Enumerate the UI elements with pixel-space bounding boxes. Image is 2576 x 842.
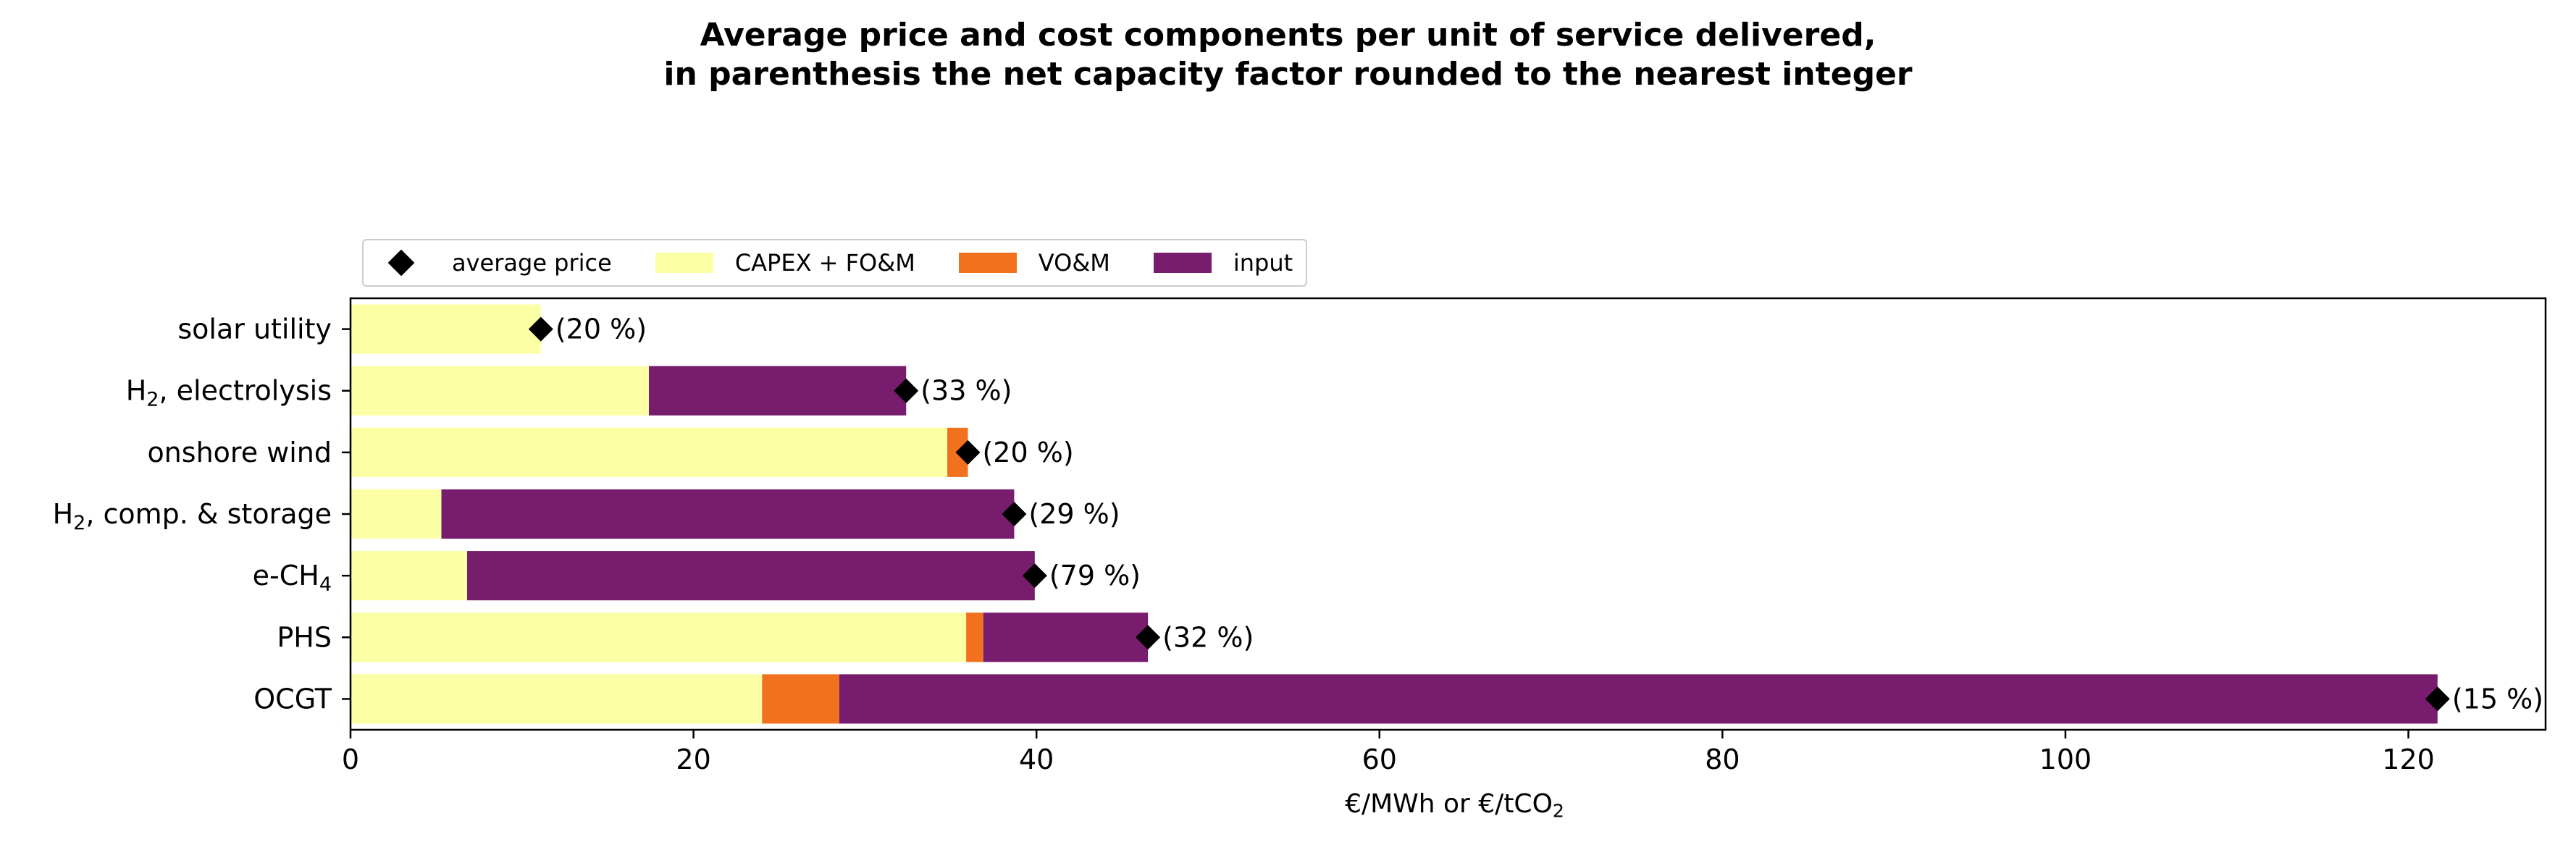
average-price-marker-5 [1136, 625, 1161, 650]
legend-item-average-price: average price [372, 249, 612, 277]
legend-swatch-vom [958, 253, 1017, 273]
capacity-factor-label-3: (29 %) [1028, 498, 1120, 530]
y-tick-label-2: onshore wind [147, 437, 332, 468]
legend-label-input: input [1233, 249, 1293, 277]
bar-segment-capex-fo-m-0 [351, 304, 541, 354]
bar-segment-capex-fo-m-3 [351, 489, 442, 539]
x-axis-label: €/MWh or €/tCO2 [0, 789, 2576, 822]
capacity-factor-label-1: (33 %) [920, 375, 1012, 407]
capacity-factor-label-0: (20 %) [555, 313, 647, 345]
y-tick-label-6: OCGT [253, 683, 332, 715]
capacity-factor-label-6: (15 %) [2452, 683, 2543, 715]
y-tick-label-1: H2, electrolysis [126, 375, 332, 411]
legend-swatch-input [1153, 253, 1212, 273]
x-axis-label-subscript: 2 [1552, 800, 1564, 822]
legend-item-input: input [1153, 249, 1293, 277]
capacity-factor-label-5: (32 %) [1162, 621, 1254, 653]
y-tick-label-0: solar utility [177, 313, 332, 345]
average-price-marker-2 [955, 439, 981, 465]
x-tick-label-4: 80 [1705, 744, 1740, 775]
x-tick-label-0: 0 [342, 744, 359, 775]
x-axis-label-text: €/MWh or €/tCO [1345, 789, 1553, 819]
capacity-factor-label-2: (20 %) [982, 437, 1073, 468]
bar-segment-input-6 [839, 674, 2438, 724]
chart-title-line-2: in parenthesis the net capacity factor r… [663, 56, 1913, 93]
average-price-marker-1 [894, 378, 919, 403]
y-tick-label-4: e-CH4 [253, 560, 332, 596]
bar-segment-capex-fo-m-2 [351, 427, 948, 477]
bar-segment-capex-fo-m-6 [351, 674, 763, 724]
legend-swatch-capex [655, 253, 713, 273]
legend-label-vom: VO&M [1038, 249, 1110, 277]
bar-segment-vo-m-5 [966, 612, 983, 662]
bar-segment-capex-fo-m-5 [351, 612, 967, 662]
y-tick-label-3: H2, comp. & storage [53, 498, 332, 534]
average-price-marker-3 [1002, 502, 1027, 526]
chart-title-line-1: Average price and cost components per un… [700, 17, 1876, 54]
average-price-marker-6 [2425, 686, 2450, 712]
x-tick-label-1: 20 [676, 744, 710, 775]
legend-label-average-price: average price [452, 249, 612, 277]
bar-segment-capex-fo-m-1 [351, 366, 650, 416]
x-tick-label-5: 100 [2039, 744, 2092, 775]
x-tick-label-2: 40 [1019, 744, 1054, 775]
bar-segment-input-4 [467, 551, 1035, 601]
bar-segment-input-5 [983, 612, 1149, 662]
legend-item-vom: VO&M [958, 249, 1110, 277]
bar-segment-vo-m-6 [762, 674, 839, 724]
bar-segment-input-3 [441, 489, 1015, 539]
bar-segment-capex-fo-m-4 [351, 551, 468, 601]
x-tick-label-6: 120 [2382, 744, 2435, 775]
average-price-marker-0 [528, 316, 553, 342]
average-price-marker-4 [1022, 563, 1047, 589]
chart-title: Average price and cost components per un… [0, 16, 2576, 94]
legend-item-capex: CAPEX + FO&M [655, 249, 915, 277]
y-tick-label-5: PHS [277, 621, 332, 653]
chart-legend: average price CAPEX + FO&M VO&M input [362, 239, 1308, 287]
x-tick-label-3: 60 [1362, 744, 1397, 775]
bar-segment-input-1 [649, 366, 907, 416]
capacity-factor-label-4: (79 %) [1049, 560, 1141, 591]
legend-label-capex: CAPEX + FO&M [734, 249, 915, 277]
